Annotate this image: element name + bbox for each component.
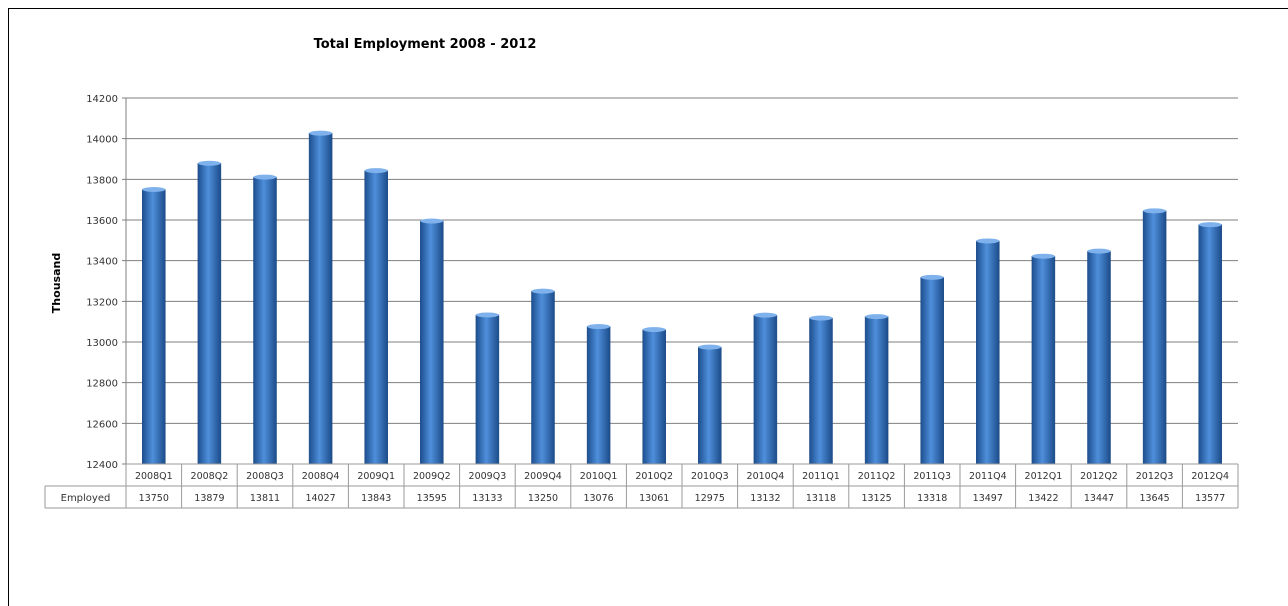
y-tick-label: 13600 [86, 216, 118, 227]
table-value: 13595 [417, 493, 447, 504]
table-value: 13318 [917, 493, 947, 504]
bar-top-cap [753, 312, 777, 318]
y-tick-label: 13200 [86, 297, 118, 308]
bar [698, 346, 722, 465]
table-value: 13447 [1084, 493, 1114, 504]
y-axis-ticks: 12400 12600 12800 13000 13200 13400 13600 13800… [86, 94, 118, 471]
table-value: 13076 [583, 493, 613, 504]
bar [197, 163, 222, 465]
y-tick-label: 12400 [86, 460, 118, 471]
x-tick-label: 2011Q3 [913, 471, 951, 482]
bar-top-cap [1087, 248, 1111, 254]
x-tick-label: 2011Q4 [969, 471, 1007, 482]
y-axis-label: Thousand [50, 253, 63, 313]
x-tick-label: 2010Q4 [747, 471, 785, 482]
bar-top-cap [253, 174, 277, 180]
x-tick-label: 2009Q2 [413, 471, 451, 482]
bar [864, 316, 889, 465]
bar-top-cap [309, 130, 333, 136]
table-value: 13422 [1028, 493, 1058, 504]
table-value: 13250 [528, 493, 558, 504]
x-tick-label: 2010Q3 [691, 471, 729, 482]
bar-top-cap [1143, 208, 1167, 214]
y-tick-label: 13000 [86, 338, 118, 349]
bar-top-cap [364, 168, 388, 174]
table-value: 13879 [194, 493, 224, 504]
y-tick-label: 12800 [86, 379, 118, 390]
x-tick-label: 2008Q1 [135, 471, 173, 482]
y-tick-label: 14000 [86, 135, 118, 146]
bar [364, 170, 388, 465]
bar [920, 277, 944, 465]
x-tick-label: 2008Q2 [191, 471, 229, 482]
table-value: 12975 [695, 493, 725, 504]
table-value: 13061 [639, 493, 669, 504]
bar-top-cap [809, 315, 833, 321]
table-value: 13118 [806, 493, 836, 504]
data-table: Employed 2008Q1 13750 2008Q2 13879 2008Q3 1381… [44, 463, 1239, 509]
x-tick-label: 2008Q3 [246, 471, 284, 482]
y-tick-label: 13800 [86, 175, 118, 186]
table-value: 13843 [361, 493, 391, 504]
y-tick-label: 14200 [86, 94, 118, 105]
x-tick-label: 2012Q2 [1080, 471, 1118, 482]
bar [1142, 210, 1167, 465]
bar-top-cap [1031, 253, 1055, 259]
bar-top-cap [865, 314, 889, 320]
x-tick-label: 2009Q4 [524, 471, 562, 482]
bar [1031, 255, 1056, 465]
bar [142, 189, 166, 465]
bar-top-cap [587, 324, 611, 330]
x-tick-label: 2009Q3 [469, 471, 507, 482]
x-tick-label: 2008Q4 [302, 471, 340, 482]
x-tick-label: 2011Q1 [802, 471, 840, 482]
x-tick-label: 2011Q2 [858, 471, 896, 482]
bar [642, 329, 666, 465]
y-tick-label: 13400 [86, 257, 118, 268]
bar [308, 132, 333, 465]
bar [809, 317, 833, 465]
bar-series [142, 130, 1222, 465]
table-value: 13125 [861, 493, 891, 504]
table-value: 13645 [1139, 493, 1169, 504]
table-value: 13497 [973, 493, 1003, 504]
bar-top-cap [976, 238, 1000, 244]
bar [475, 314, 500, 465]
bar-top-cap [142, 187, 166, 192]
bar [1087, 250, 1111, 465]
bar [753, 314, 778, 465]
bar-top-cap [420, 218, 444, 224]
table-value: 14027 [305, 493, 335, 504]
x-tick-label: 2010Q2 [635, 471, 673, 482]
bar-top-cap [698, 344, 722, 350]
bar-top-cap [475, 312, 499, 318]
x-tick-label: 2012Q4 [1191, 471, 1229, 482]
table-row-label: Employed [61, 493, 111, 504]
bar [420, 220, 444, 465]
x-tick-label: 2012Q3 [1136, 471, 1174, 482]
bar-top-cap [920, 274, 944, 280]
bar [976, 240, 1000, 465]
gridlines [122, 97, 1238, 465]
chart-title: Total Employment 2008 - 2012 [314, 37, 537, 52]
bar-top-cap [1198, 222, 1222, 228]
bar-top-cap [642, 327, 666, 333]
bar-top-cap [531, 288, 555, 294]
x-tick-label: 2010Q1 [580, 471, 618, 482]
table-value: 13132 [750, 493, 780, 504]
bar-top-cap [197, 160, 221, 166]
table-value: 13133 [472, 493, 502, 504]
x-tick-label: 2009Q1 [357, 471, 395, 482]
table-value: 13577 [1195, 493, 1225, 504]
bar [1198, 224, 1222, 465]
table-value: 13811 [250, 493, 280, 504]
chart-frame [8, 8, 1288, 606]
bar [253, 176, 277, 465]
bar [586, 326, 611, 465]
bar [531, 290, 555, 465]
x-tick-label: 2012Q1 [1025, 471, 1063, 482]
y-tick-label: 12600 [86, 419, 118, 430]
table-value: 13750 [139, 493, 169, 504]
